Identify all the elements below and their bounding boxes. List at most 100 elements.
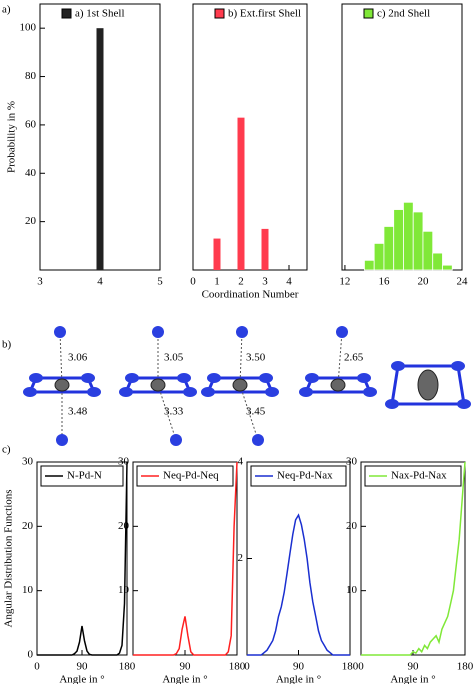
histogram-bar <box>422 230 434 271</box>
nitrogen <box>259 373 273 383</box>
panel-label: b) <box>2 339 12 351</box>
distance-label: 3.48 <box>68 406 88 418</box>
x-tick-label: 180 <box>457 661 474 673</box>
axial-atom <box>336 326 348 338</box>
x-tick-label: 12 <box>339 276 350 288</box>
y-tick-label: 20 <box>22 520 34 532</box>
y-axis-label: Angular Distribution Functions <box>3 489 15 627</box>
line <box>247 513 350 656</box>
histogram-bar <box>403 201 414 271</box>
legend-label: Nax-Pd-Nax <box>391 470 447 482</box>
x-tick-label: 0 <box>34 661 40 673</box>
plot-frame <box>192 3 308 271</box>
axial-bond <box>59 331 63 386</box>
histogram-bar <box>373 242 385 271</box>
nitrogen <box>125 373 139 383</box>
x-tick-label: 16 <box>378 276 390 288</box>
nitrogen <box>451 361 465 371</box>
y-axis-label: Probability in % <box>6 101 18 173</box>
histogram-bar <box>432 252 443 271</box>
palladium <box>417 369 439 401</box>
nitrogen <box>87 387 101 397</box>
axial-atom <box>252 434 264 446</box>
nitrogen <box>391 361 405 371</box>
x-axis-label: Angle in ° <box>276 674 321 684</box>
nitrogen <box>119 387 133 397</box>
x-tick-label: 3 <box>37 276 43 288</box>
x-axis-label: Angle in ° <box>390 674 435 684</box>
y-tick-label: 10 <box>118 584 130 596</box>
x-axis-label: Angle in ° <box>162 674 207 684</box>
legend-swatch <box>214 8 225 19</box>
legend-label: b) Ext.first Shell <box>228 8 301 20</box>
nitrogen <box>357 373 371 383</box>
x-tick-label: 180 <box>342 661 359 673</box>
nitrogen <box>23 387 37 397</box>
palladium <box>54 378 70 392</box>
y-tick-label: 20 <box>346 520 358 532</box>
x-tick-label: 4 <box>286 276 292 288</box>
bar <box>213 238 221 270</box>
plot-frame <box>132 461 238 656</box>
y-tick-label: 30 <box>346 456 358 468</box>
nitrogen <box>177 373 191 383</box>
nitrogen <box>29 373 43 383</box>
x-tick-label: 180 <box>119 661 136 673</box>
x-tick-label: 5 <box>157 276 163 288</box>
axial-atom <box>54 326 66 338</box>
legend-label: N-Pd-N <box>67 470 102 482</box>
line <box>133 461 238 656</box>
plot-frame <box>246 461 351 656</box>
distance-label: 3.06 <box>68 352 88 364</box>
axial-bond <box>157 384 177 441</box>
x-tick-label: 1 <box>214 276 220 288</box>
axial-bond <box>337 331 343 386</box>
axial-atom <box>152 326 164 338</box>
panel-label: c) <box>2 444 11 456</box>
x-tick-label: 4 <box>97 276 103 288</box>
distance-label: 3.05 <box>164 352 184 364</box>
nitrogen <box>457 399 471 409</box>
y-tick-label: 0 <box>28 649 34 661</box>
nitrogen <box>207 373 221 383</box>
bar <box>96 28 104 270</box>
plot-frame <box>360 461 466 656</box>
x-tick-label: 0 <box>244 661 250 673</box>
palladium <box>330 378 346 392</box>
bar <box>237 117 245 271</box>
line <box>37 461 128 656</box>
legend-label: c) 2nd Shell <box>377 8 430 20</box>
distance-label: 3.50 <box>246 352 266 364</box>
x-tick-label: 0 <box>190 276 196 288</box>
y-tick-label: 30 <box>22 456 34 468</box>
axial-atom <box>170 434 182 446</box>
legend-label: Neq-Pd-Neq <box>163 470 219 482</box>
legend-swatch <box>363 8 374 19</box>
y-tick-label: 20 <box>118 520 130 532</box>
x-tick-label: 90 <box>408 661 420 673</box>
y-tick-label: 2 <box>238 552 244 564</box>
y-tick-label: 60 <box>25 118 37 130</box>
palladium <box>150 378 166 392</box>
nitrogen <box>201 387 215 397</box>
legend-label: a) 1st Shell <box>75 8 125 20</box>
y-tick-label: 10 <box>346 584 358 596</box>
nitrogen <box>265 387 279 397</box>
line <box>361 461 466 656</box>
y-tick-label: 100 <box>20 22 37 34</box>
histogram-bar <box>393 209 404 271</box>
legend-box <box>136 465 234 487</box>
x-tick-label: 90 <box>293 661 305 673</box>
legend-swatch <box>61 8 72 19</box>
x-tick-label: 20 <box>417 276 429 288</box>
axial-atom <box>56 434 68 446</box>
y-tick-label: 30 <box>118 456 130 468</box>
x-tick-label: 0 <box>358 661 364 673</box>
bar <box>261 228 269 270</box>
nitrogen <box>363 387 377 397</box>
palladium <box>232 378 248 392</box>
x-tick-label: 24 <box>457 276 469 288</box>
nitrogen <box>299 387 313 397</box>
axial-atom <box>236 326 248 338</box>
